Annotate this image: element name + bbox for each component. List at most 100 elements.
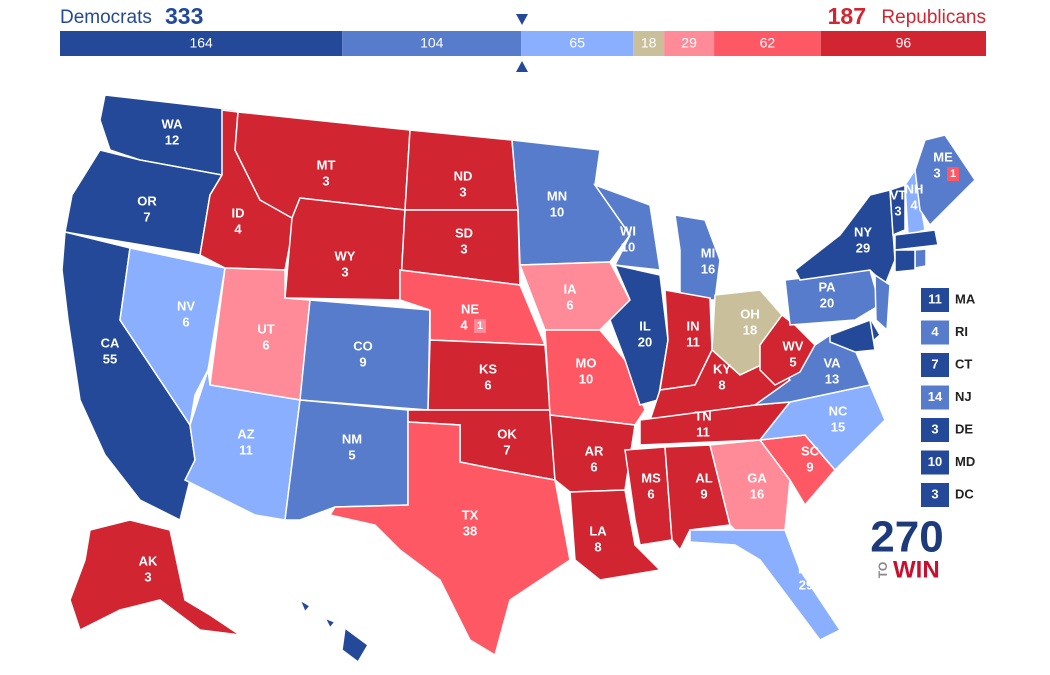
small-state-box <box>921 288 949 312</box>
state-abbr: OH <box>740 306 760 321</box>
state-votes: 20 <box>638 334 652 349</box>
logo-number: 270 <box>870 513 943 562</box>
state-abbr: MO <box>576 355 597 370</box>
state-abbr: CA <box>101 335 120 350</box>
small-state-votes: 11 <box>928 291 942 306</box>
state-abbr: MI <box>701 245 715 260</box>
state-votes: 16 <box>750 486 764 501</box>
state-abbr: NM <box>342 431 362 446</box>
state <box>904 168 926 236</box>
state-abbr: TN <box>694 408 711 423</box>
state-votes: 6 <box>262 337 269 352</box>
state <box>284 399 409 521</box>
rep-label: Republicans <box>881 7 986 28</box>
state <box>894 229 939 251</box>
states <box>61 94 976 664</box>
state-abbr: HI <box>316 627 329 642</box>
state-abbr: KS <box>479 361 497 376</box>
small-state-abbr: NJ <box>955 389 972 404</box>
state-abbr: ND <box>454 168 473 183</box>
bar-value: 164 <box>189 35 213 51</box>
state <box>284 197 406 301</box>
state <box>511 139 631 266</box>
state-votes: 4 <box>460 317 468 332</box>
state-abbr: MT <box>317 157 336 172</box>
midpoint-marker <box>516 61 528 72</box>
state <box>874 273 891 332</box>
state-votes: 29 <box>799 577 813 592</box>
state-votes: 3 <box>459 184 466 199</box>
state-votes: 9 <box>359 354 366 369</box>
state-votes: 15 <box>831 419 845 434</box>
logo-to: TO <box>876 562 890 578</box>
state-abbr: LA <box>589 523 607 538</box>
bar-value: 62 <box>760 35 776 51</box>
small-state-abbr: DE <box>955 421 973 436</box>
seat-bar: 164 104 65 18 29 62 96 <box>60 31 986 56</box>
state-abbr: PA <box>818 279 836 294</box>
state-abbr: NE <box>461 301 479 316</box>
state-abbr: AK <box>139 553 158 568</box>
state <box>609 263 669 406</box>
small-state-abbr: CT <box>955 356 972 371</box>
state-votes: 11 <box>696 424 710 439</box>
small-state-abbr: RI <box>955 324 968 339</box>
state-abbr: CO <box>353 338 373 353</box>
state-abbr: KY <box>713 361 731 376</box>
state-abbr: MS <box>641 470 661 485</box>
state <box>894 249 916 273</box>
small-state-votes: 4 <box>931 324 939 339</box>
logo: 270 TO WIN <box>870 513 943 584</box>
state-abbr: WY <box>335 248 356 263</box>
state-votes: 4 <box>234 221 242 236</box>
state-votes: 6 <box>484 377 491 392</box>
state-abbr: NC <box>829 403 848 418</box>
small-state-box <box>921 353 949 377</box>
small-state-box <box>921 385 949 410</box>
state-votes: 10 <box>579 371 593 386</box>
bar-segment <box>714 31 821 56</box>
state-abbr: GA <box>747 470 767 485</box>
state <box>829 318 876 353</box>
state-votes: 3 <box>933 165 940 180</box>
state <box>914 248 927 269</box>
bar-value: 104 <box>420 35 444 51</box>
rep-total: 187 <box>828 3 866 29</box>
state <box>794 189 896 287</box>
state-abbr: IL <box>639 318 651 333</box>
bar-value: 18 <box>641 35 657 51</box>
state-abbr: FL <box>798 561 814 576</box>
state <box>328 421 571 657</box>
state-votes: 7 <box>503 442 510 457</box>
state-votes: 3 <box>144 569 151 584</box>
state-votes: 10 <box>550 204 564 219</box>
state <box>323 616 337 630</box>
state-votes: 3 <box>341 264 348 279</box>
bar-segment <box>521 31 634 56</box>
state <box>569 489 662 581</box>
state-votes: 9 <box>806 459 813 474</box>
small-state-legend: 11 MA 4 RI 7 CT 14 NJ 3 DE 10 MD 3 DC <box>921 288 976 507</box>
state-votes: 7 <box>143 209 150 224</box>
state-abbr: AZ <box>237 426 254 441</box>
state-abbr: OK <box>497 426 517 441</box>
state-votes: 4 <box>318 643 326 658</box>
state <box>759 313 816 386</box>
state-abbr: ME <box>933 149 953 164</box>
state-votes: 6 <box>647 486 654 501</box>
state-votes: 6 <box>590 459 597 474</box>
state-votes: 6 <box>566 297 573 312</box>
state-abbr: NH <box>905 181 924 196</box>
state-abbr: NV <box>177 298 195 313</box>
state-votes: 3 <box>460 241 467 256</box>
small-state-box <box>921 483 949 507</box>
district-votes: 1 <box>950 168 956 180</box>
state-votes: 38 <box>463 523 477 538</box>
state-votes: 4 <box>910 197 918 212</box>
district-box <box>474 319 486 333</box>
state-votes: 11 <box>239 442 253 457</box>
state-abbr: IN <box>687 318 700 333</box>
logo-win: WIN <box>893 556 940 583</box>
small-state-votes: 3 <box>931 486 938 501</box>
